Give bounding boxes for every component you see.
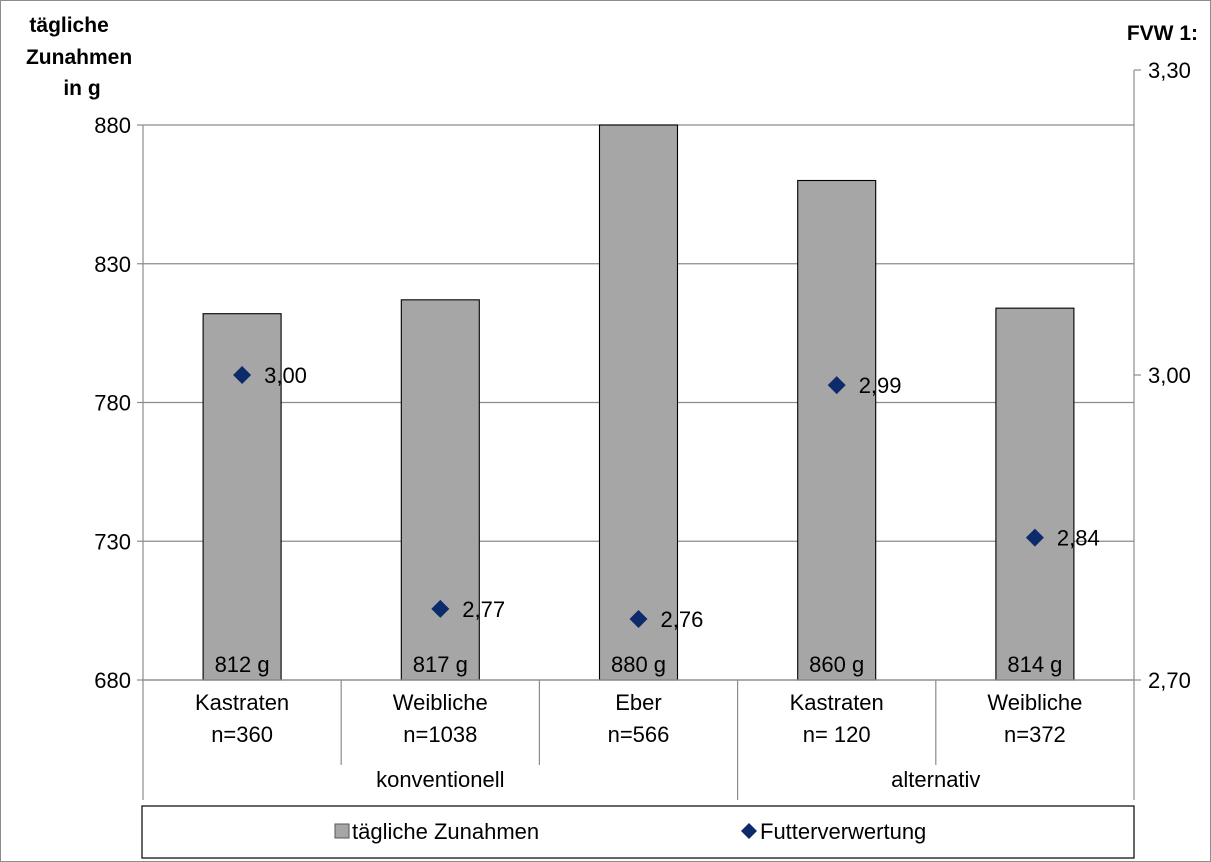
- y-left-tick-label: 680: [94, 668, 131, 693]
- y-right-title: FVW 1:: [1127, 22, 1198, 45]
- x-category-label-line: Kastraten: [195, 690, 289, 715]
- x-category-label-line: Weibliche: [393, 690, 488, 715]
- y-left-title: tägliche Zunahmen in g: [26, 14, 138, 100]
- y-left-tick-label: 830: [94, 252, 131, 277]
- bar-data-label: 812 g: [215, 652, 270, 677]
- x-group-label: konventionell: [376, 767, 504, 792]
- y-right-tick-label: 3,30: [1148, 58, 1191, 83]
- scatter-point: [629, 610, 648, 628]
- bar-data-labels: 812 g 817 g 880 g 860 g 814 g: [215, 652, 1063, 677]
- x-category-label-line: Weibliche: [987, 690, 1082, 715]
- scatter-point: [233, 366, 252, 384]
- x-category-label: Kastraten n=360: [195, 690, 289, 747]
- scatter-point: [431, 599, 450, 618]
- scatter-data-label: 2,77: [462, 597, 505, 622]
- x-category-label-line: n=1038: [403, 722, 477, 747]
- y-left-title-line: in g: [63, 77, 100, 100]
- bar: [797, 179, 877, 681]
- legend-box: [141, 805, 1135, 859]
- legend: tägliche Zunahmen Futterverwertung: [141, 805, 1135, 859]
- y-left-title-line: tägliche: [29, 14, 108, 37]
- x-category-label-line: n=372: [1004, 722, 1066, 747]
- legend-label-points: Futterverwertung: [760, 819, 926, 844]
- bar-data-label: 814 g: [1007, 652, 1062, 677]
- x-category-label: Weibliche n=1038: [393, 690, 488, 747]
- scatter-data-label: 2,84: [1057, 526, 1100, 551]
- scatter-data-label: 3,00: [264, 363, 307, 388]
- bar-data-label: 860 g: [809, 652, 864, 677]
- scatter-point: [827, 376, 846, 395]
- scatter-data-label: 2,76: [661, 607, 704, 632]
- x-category-label: Kastraten n= 120: [790, 690, 884, 747]
- y-left-tick-label: 880: [94, 113, 131, 138]
- bar: [598, 124, 679, 681]
- x-axis: Kastraten n=360 Weibliche n=1038 Eber n=566 Ka…: [142, 679, 1135, 800]
- x-group-label: alternativ: [891, 767, 980, 792]
- y-right-tick-label: 3,00: [1148, 363, 1191, 388]
- x-category-label-line: n= 120: [803, 722, 871, 747]
- x-category-label-line: n=566: [608, 722, 670, 747]
- x-category-label-line: n=360: [211, 722, 273, 747]
- scatter-data-label: 2,99: [859, 373, 902, 398]
- y-left-title-line: Zunahmen: [26, 46, 132, 69]
- bar-data-label: 880 g: [611, 652, 666, 677]
- y-left-tick-labels: 680 730 780 830 880: [94, 113, 131, 693]
- legend-label-bars: tägliche Zunahmen: [352, 819, 539, 844]
- y-left-tick-label: 730: [94, 529, 131, 554]
- scatter-point: [1025, 528, 1044, 547]
- legend-swatch-bars: [334, 823, 350, 839]
- legend-marker-diamond-icon: [741, 823, 757, 839]
- scatter-series: 3,00 2,77 2,76 2,99 2,84: [233, 363, 1100, 632]
- bar: [400, 299, 480, 681]
- y-left-tick-label: 780: [94, 391, 131, 416]
- x-category-label-line: Kastraten: [790, 690, 884, 715]
- y-right-tick-label: 2,70: [1148, 668, 1191, 693]
- y-right-axis: 2,70 3,00 3,30: [1133, 58, 1191, 693]
- x-category-label: Weibliche n=372: [987, 690, 1082, 747]
- x-category-label: Eber n=566: [608, 690, 670, 747]
- x-category-label-line: Eber: [615, 690, 661, 715]
- bar-data-label: 817 g: [413, 652, 468, 677]
- bar: [995, 307, 1075, 681]
